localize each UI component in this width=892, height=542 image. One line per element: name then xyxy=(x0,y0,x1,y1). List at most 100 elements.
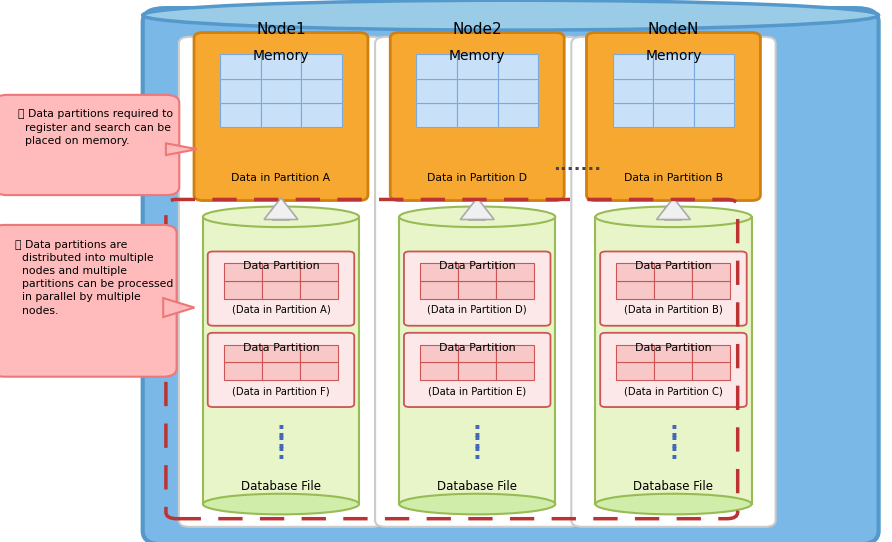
Text: :: : xyxy=(277,421,285,441)
Text: ・ Data partitions required to
  register and search can be
  placed on memory.: ・ Data partitions required to register a… xyxy=(18,109,173,146)
Bar xyxy=(301,54,342,79)
Bar xyxy=(613,54,653,79)
Bar xyxy=(655,263,692,281)
Text: Data in Partition D: Data in Partition D xyxy=(427,173,527,183)
Ellipse shape xyxy=(400,494,555,514)
Ellipse shape xyxy=(596,494,751,514)
Bar xyxy=(220,103,260,127)
Text: Node1: Node1 xyxy=(256,22,306,37)
Text: :: : xyxy=(669,432,678,451)
Text: Data Partition: Data Partition xyxy=(635,261,712,271)
Bar xyxy=(458,345,496,362)
Bar xyxy=(420,345,458,362)
Text: NodeN: NodeN xyxy=(648,22,699,37)
Bar xyxy=(458,281,496,299)
Bar xyxy=(417,54,457,79)
Polygon shape xyxy=(166,143,197,155)
Text: (Data in Partition A): (Data in Partition A) xyxy=(232,305,330,315)
Text: .......: ....... xyxy=(553,156,601,175)
Text: Memory: Memory xyxy=(449,49,506,63)
Bar xyxy=(496,263,534,281)
FancyBboxPatch shape xyxy=(391,33,564,201)
Text: :: : xyxy=(277,443,285,462)
Bar xyxy=(273,207,289,220)
Bar xyxy=(692,362,731,380)
Text: (Data in Partition B): (Data in Partition B) xyxy=(624,305,723,315)
Bar xyxy=(220,54,260,79)
Bar xyxy=(300,345,338,362)
Text: (Data in Partition D): (Data in Partition D) xyxy=(427,305,527,315)
Ellipse shape xyxy=(596,207,751,227)
Bar xyxy=(420,362,458,380)
Bar xyxy=(417,103,457,127)
FancyBboxPatch shape xyxy=(600,333,747,407)
Bar xyxy=(224,362,262,380)
Bar xyxy=(655,345,692,362)
FancyBboxPatch shape xyxy=(587,33,760,201)
Text: Data in Partition B: Data in Partition B xyxy=(624,173,723,183)
Ellipse shape xyxy=(203,207,359,227)
Bar xyxy=(260,103,301,127)
Text: (Data in Partition F): (Data in Partition F) xyxy=(232,386,330,396)
Bar xyxy=(616,345,655,362)
Text: (Data in Partition C): (Data in Partition C) xyxy=(624,386,723,396)
Text: Database File: Database File xyxy=(437,480,517,493)
Bar xyxy=(458,263,496,281)
Bar xyxy=(496,281,534,299)
FancyBboxPatch shape xyxy=(600,251,747,326)
Bar xyxy=(496,345,534,362)
Text: Node2: Node2 xyxy=(452,22,502,37)
Bar xyxy=(301,103,342,127)
Ellipse shape xyxy=(143,1,879,30)
Text: :: : xyxy=(473,421,482,441)
Text: :: : xyxy=(473,432,482,451)
Text: :: : xyxy=(277,432,285,451)
Polygon shape xyxy=(264,198,298,220)
Bar xyxy=(496,362,534,380)
Text: Data Partition: Data Partition xyxy=(243,343,319,352)
FancyBboxPatch shape xyxy=(571,37,775,527)
Bar xyxy=(596,217,751,504)
Text: :: : xyxy=(473,443,482,462)
Text: (Data in Partition E): (Data in Partition E) xyxy=(428,386,526,396)
Bar xyxy=(469,207,485,220)
Text: Data Partition: Data Partition xyxy=(439,343,516,352)
Bar xyxy=(262,362,300,380)
Bar xyxy=(400,217,555,504)
Text: Data Partition: Data Partition xyxy=(243,261,319,271)
Bar xyxy=(498,103,538,127)
Bar xyxy=(653,54,694,79)
Text: :: : xyxy=(669,421,678,441)
Bar xyxy=(262,345,300,362)
FancyBboxPatch shape xyxy=(143,8,879,542)
Bar xyxy=(616,362,655,380)
Bar xyxy=(224,263,262,281)
FancyBboxPatch shape xyxy=(0,225,177,377)
Bar xyxy=(260,54,301,79)
Bar xyxy=(220,79,260,103)
Text: :: : xyxy=(669,443,678,462)
Bar xyxy=(616,263,655,281)
Bar xyxy=(457,103,498,127)
Bar xyxy=(457,79,498,103)
FancyBboxPatch shape xyxy=(208,251,354,326)
Text: Data Partition: Data Partition xyxy=(635,343,712,352)
Text: Data Partition: Data Partition xyxy=(439,261,516,271)
Bar xyxy=(498,79,538,103)
Ellipse shape xyxy=(203,494,359,514)
Polygon shape xyxy=(657,198,690,220)
Bar xyxy=(616,281,655,299)
Polygon shape xyxy=(163,298,194,317)
Bar xyxy=(653,79,694,103)
FancyBboxPatch shape xyxy=(0,95,179,195)
Bar xyxy=(613,103,653,127)
Bar xyxy=(420,263,458,281)
Bar xyxy=(262,263,300,281)
Bar xyxy=(692,281,731,299)
Bar xyxy=(458,362,496,380)
Bar xyxy=(300,281,338,299)
Bar xyxy=(665,207,681,220)
Bar xyxy=(417,79,457,103)
Bar xyxy=(498,54,538,79)
Bar xyxy=(262,281,300,299)
